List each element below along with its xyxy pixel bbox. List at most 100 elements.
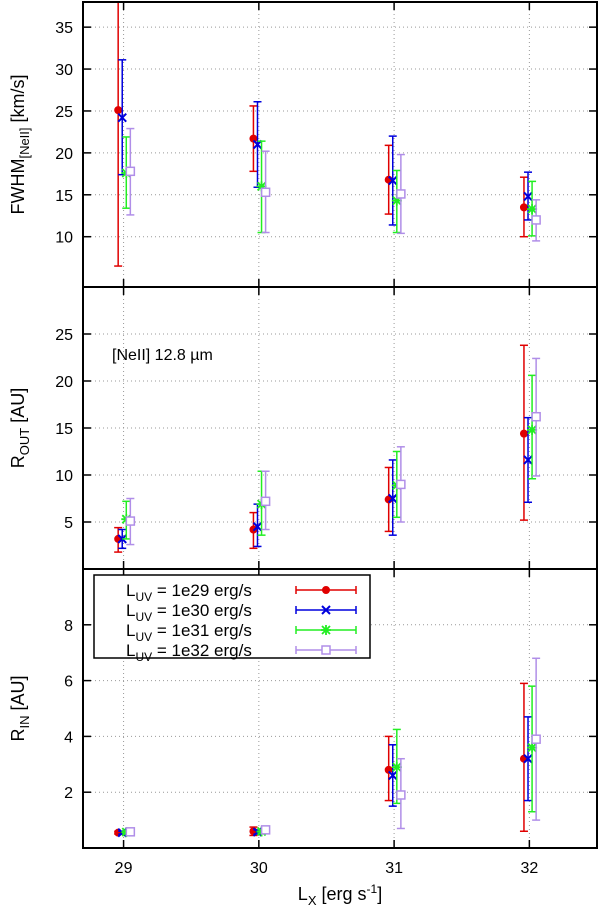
data-point <box>117 59 127 176</box>
data-point <box>388 135 398 226</box>
legend-item: LUV = 1e30 erg/s <box>126 601 357 624</box>
marker-square <box>125 166 136 177</box>
marker-x <box>321 605 331 615</box>
panel-frame <box>82 1 598 288</box>
y-tick-label: 20 <box>55 374 73 391</box>
marker-square <box>260 825 271 835</box>
data-point <box>249 105 258 173</box>
marker-star <box>527 204 538 215</box>
data-point <box>388 744 398 807</box>
data-point <box>384 735 393 802</box>
data-point <box>252 503 263 548</box>
legend-item: LUV = 1e32 erg/s <box>126 641 357 664</box>
data-point <box>396 757 406 830</box>
x-tick-label: 30 <box>250 860 268 877</box>
y-tick-label: 25 <box>55 104 73 121</box>
data-point <box>531 657 541 821</box>
data-point <box>531 199 541 242</box>
marker-star <box>321 625 331 635</box>
data-point <box>519 176 528 238</box>
legend-label: LUV = 1e32 erg/s <box>126 641 252 664</box>
y-tick-label: 10 <box>55 230 73 247</box>
data-point <box>260 150 271 234</box>
marker-circle <box>519 429 528 438</box>
y-axis-title: ROUT [AU] <box>8 388 32 468</box>
marker-x <box>252 521 263 532</box>
marker-square <box>260 496 271 507</box>
data-point <box>531 357 541 477</box>
marker-x <box>388 493 398 504</box>
y-tick-label: 15 <box>55 421 73 438</box>
marker-x <box>388 175 398 186</box>
data-point <box>117 528 127 550</box>
legend-label: LUV = 1e31 erg/s <box>126 621 252 644</box>
marker-square <box>125 516 136 526</box>
marker-x <box>523 191 533 202</box>
panel-rout: 5 10 15 20 25 [NeII] 12.8 µm ROUT [AU] <box>8 286 598 570</box>
data-point <box>260 825 271 835</box>
data-point <box>125 127 136 216</box>
data-point <box>260 470 271 531</box>
data-point <box>391 169 402 234</box>
data-point <box>396 446 406 523</box>
y-tick-label: 8 <box>64 618 73 635</box>
legend-item: LUV = 1e29 erg/s <box>126 581 357 604</box>
x-axis-title: LX [erg s-1] <box>298 882 382 908</box>
data-point <box>388 459 398 536</box>
y-tick-label: 35 <box>55 20 73 37</box>
marker-star <box>256 181 267 192</box>
marker-square <box>125 827 136 837</box>
marker-circle <box>114 106 123 115</box>
marker-square <box>321 645 331 655</box>
marker-star <box>527 742 538 753</box>
data-point <box>125 497 136 546</box>
marker-square <box>396 479 406 490</box>
marker-x <box>117 112 127 123</box>
panel-annotation: [NeII] 12.8 µm <box>112 347 213 364</box>
data-point <box>523 716 533 802</box>
marker-star <box>527 424 538 435</box>
marker-star <box>391 195 402 206</box>
x-tick-label: 29 <box>115 860 133 877</box>
y-axis-title: RIN [AU] <box>8 675 32 741</box>
data-point <box>519 344 528 521</box>
marker-square <box>531 215 541 225</box>
marker-x <box>388 770 398 781</box>
marker-square <box>260 187 271 198</box>
y-tick-label: 30 <box>55 62 73 79</box>
data-point <box>114 1 123 267</box>
data-point <box>252 101 263 188</box>
panel-rin: 2 4 6 8 RIN [AU] <box>8 568 598 849</box>
y-tick-label: 2 <box>64 785 73 802</box>
data-point <box>125 827 136 837</box>
legend-label: LUV = 1e29 erg/s <box>126 581 252 604</box>
y-tick-label: 25 <box>55 327 73 344</box>
legend-item: LUV = 1e31 erg/s <box>126 621 357 644</box>
y-tick-label: 15 <box>55 188 73 205</box>
marker-square <box>396 790 406 800</box>
marker-circle <box>519 203 528 212</box>
data-point <box>396 153 406 235</box>
panel-fwhm: 10 15 20 25 30 35 FWHM[NeII] [km/s] <box>8 1 598 288</box>
marker-circle <box>322 586 330 594</box>
marker-star <box>391 762 402 773</box>
panel-frame <box>82 568 598 849</box>
data-point <box>523 416 533 504</box>
marker-x <box>117 534 127 544</box>
data-point <box>527 374 538 480</box>
marker-square <box>531 411 541 422</box>
data-point <box>527 685 538 813</box>
marker-square <box>396 189 406 199</box>
x-tick-label: 31 <box>385 860 403 877</box>
y-tick-label: 4 <box>64 729 73 746</box>
marker-x <box>523 754 533 764</box>
y-tick-label: 5 <box>64 515 73 532</box>
legend-label: LUV = 1e30 erg/s <box>126 601 252 624</box>
y-tick-label: 10 <box>55 468 73 485</box>
x-tick-label: 32 <box>520 860 538 877</box>
marker-square <box>531 734 541 744</box>
data-point <box>527 180 538 237</box>
y-axis-title: FWHM[NeII] [km/s] <box>8 74 32 214</box>
